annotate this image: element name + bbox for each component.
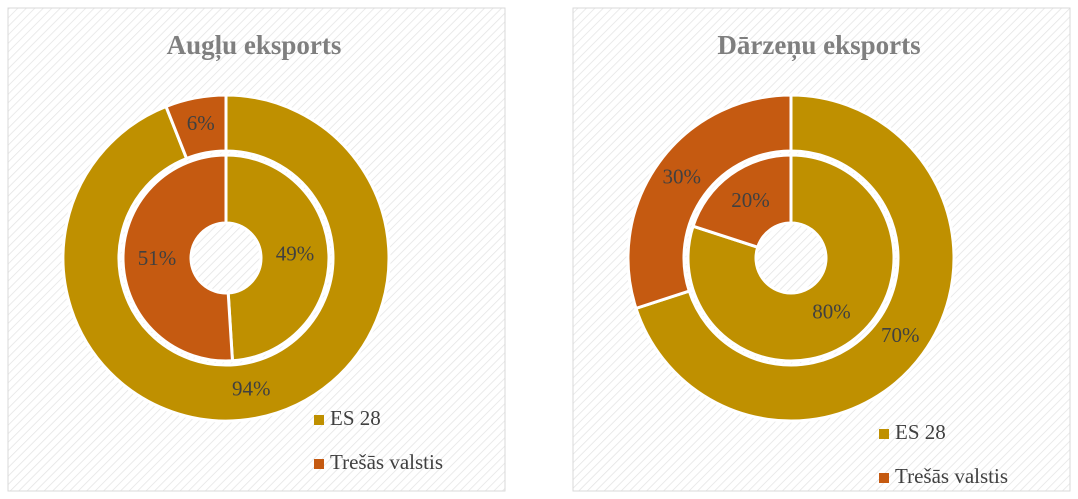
donut-segment <box>634 93 956 423</box>
donut-segment <box>691 153 793 250</box>
data-label: 94% <box>232 376 271 400</box>
chart-title: Augļu eksports <box>167 30 342 62</box>
data-label: 30% <box>663 164 702 188</box>
legend-label: ES 28 <box>330 406 381 430</box>
donut-segment <box>224 153 331 363</box>
legend-swatch <box>314 459 324 469</box>
legend-swatch <box>879 473 889 483</box>
donut-segment <box>164 93 228 161</box>
data-label: 6% <box>187 111 215 135</box>
donut-segment <box>61 93 391 423</box>
data-label: 20% <box>731 188 770 212</box>
data-label: 49% <box>276 242 315 266</box>
data-label: 70% <box>881 323 920 347</box>
data-label: 51% <box>138 246 177 270</box>
legend-label: ES 28 <box>895 420 946 444</box>
data-label: 80% <box>812 300 851 324</box>
legend-swatch <box>314 415 324 425</box>
donut-segment <box>626 93 793 311</box>
legend-label: Trešās valstis <box>895 464 1008 488</box>
legend-swatch <box>879 429 889 439</box>
donut-segment <box>121 153 235 363</box>
chart-title: Dārzeņu eksports <box>717 30 920 62</box>
donut-segment <box>686 153 896 363</box>
legend-label: Trešās valstis <box>330 450 443 474</box>
